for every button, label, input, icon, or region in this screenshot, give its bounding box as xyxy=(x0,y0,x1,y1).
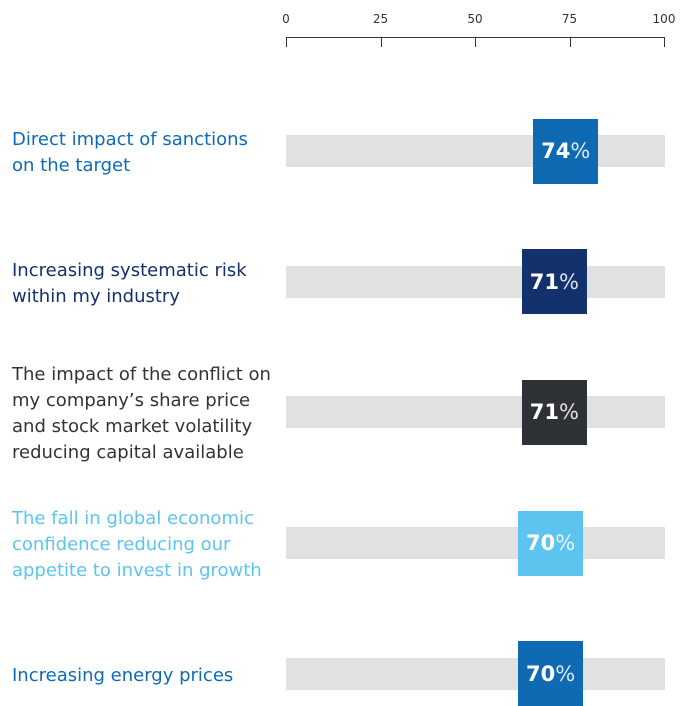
value-box: 70% xyxy=(518,510,584,576)
tick-mark xyxy=(475,37,476,47)
tick-mark xyxy=(286,37,287,47)
value-box: 71% xyxy=(521,249,587,315)
band xyxy=(286,657,665,690)
value-box: 71% xyxy=(521,379,587,445)
category-label: Increasing systematic risk within my ind… xyxy=(12,259,247,307)
tick-mark xyxy=(380,37,382,47)
band xyxy=(286,265,665,298)
category-label: The fall in global economic confidence r… xyxy=(12,508,262,582)
band xyxy=(286,396,665,429)
x-tick-label: 75 xyxy=(561,12,578,26)
tick-mark xyxy=(664,37,665,47)
x-tick-label: 50 xyxy=(467,12,483,26)
category-label: The impact of the conflict on my company… xyxy=(12,364,271,464)
category-label: Increasing energy prices xyxy=(12,664,234,686)
category-label: Direct impact of sanctions on the target xyxy=(12,129,248,176)
x-tick-label: 25 xyxy=(372,12,389,26)
value-box: 74% xyxy=(533,118,599,184)
x-tick-label: 0 xyxy=(282,12,290,26)
value-box: 70% xyxy=(518,641,584,706)
band xyxy=(286,135,665,167)
band xyxy=(286,527,665,560)
tick-mark xyxy=(569,37,571,47)
x-tick-label: 100 xyxy=(652,12,676,26)
